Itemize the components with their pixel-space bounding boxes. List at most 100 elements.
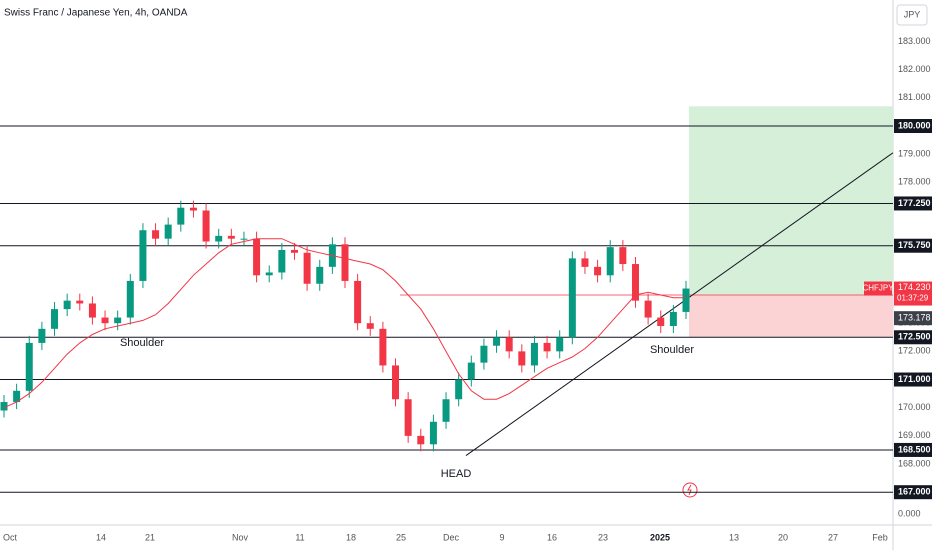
candle-body [505, 337, 513, 352]
candle-body [467, 362, 475, 380]
candle-body [139, 230, 147, 281]
candle-body [417, 435, 425, 445]
y-tick-label: 183.000 [898, 36, 931, 46]
candle-body [556, 337, 564, 352]
level-label-box [894, 119, 932, 134]
candle-body [581, 258, 589, 267]
x-tick-label: 14 [96, 532, 106, 542]
x-tick-label: 25 [396, 532, 406, 542]
candle-body [51, 309, 59, 329]
candle-body [480, 345, 488, 363]
candle-body [606, 247, 614, 276]
y-tick-label: 169.000 [898, 430, 931, 440]
trendline [465, 152, 894, 456]
x-tick-label: 2025 [650, 532, 670, 542]
candle-body [366, 323, 374, 329]
candle-body [657, 317, 665, 327]
level-label: 172.500 [898, 332, 931, 342]
candle-body [429, 421, 437, 445]
y-tick-label: 170.000 [898, 402, 931, 412]
marker-price-label: 173.178 [898, 313, 931, 323]
level-label-box [894, 442, 932, 457]
candle-body [341, 244, 349, 281]
currency-button[interactable] [896, 4, 928, 26]
candle-body [455, 379, 463, 400]
candle-body [88, 303, 96, 318]
candle-body [177, 207, 185, 225]
candle-body [354, 280, 362, 324]
x-tick-label: Feb [872, 532, 888, 542]
target-zone [689, 106, 893, 296]
y-tick-label: 182.000 [898, 64, 931, 74]
candle-body [227, 235, 235, 239]
candle-body [278, 249, 286, 273]
candle-body [114, 317, 122, 324]
x-tick-label: 13 [729, 532, 739, 542]
y-tick-label: 179.000 [898, 149, 931, 159]
candle-body [76, 300, 84, 304]
y-tick-label: 181.000 [898, 92, 931, 102]
candle-body [493, 337, 501, 346]
candle-body [594, 266, 602, 276]
candle-body [164, 224, 172, 239]
level-label: 180.000 [898, 120, 931, 130]
candle-body [530, 342, 538, 366]
x-tick-label: Dec [443, 532, 460, 542]
x-tick-label: 23 [598, 532, 608, 542]
x-tick-label: Nov [232, 532, 249, 542]
level-label: 171.000 [898, 374, 931, 384]
symbol-box [864, 281, 892, 296]
pattern-label: Shoulder [120, 337, 164, 349]
candle-body [13, 390, 21, 403]
volume-scale-label: 0.000 [898, 508, 921, 518]
x-tick-label: 21 [145, 532, 155, 542]
candle-body [543, 342, 551, 352]
candle-body [152, 230, 160, 239]
current-price-box [894, 281, 932, 306]
candle-body [568, 258, 576, 338]
x-tick-label: 11 [295, 532, 304, 542]
y-tick-label: 178.000 [898, 177, 931, 187]
candle-body [631, 264, 639, 301]
stop-zone [689, 295, 893, 338]
candle-body [682, 288, 690, 312]
pattern-label: Shoulder [650, 344, 694, 356]
currency-label[interactable]: JPY [904, 9, 921, 19]
candle-body [379, 328, 387, 366]
y-tick-label: 168.000 [898, 458, 931, 468]
candle-body [404, 399, 412, 436]
candle-body [303, 252, 311, 284]
candle-body [126, 280, 134, 318]
candle-body [518, 351, 526, 366]
candle-body [619, 247, 627, 265]
candle-body [202, 210, 210, 242]
x-tick-label: 18 [346, 532, 356, 542]
x-tick-label: Oct [3, 532, 18, 542]
level-label: 168.500 [898, 444, 931, 454]
x-tick-label: 20 [778, 532, 788, 542]
candle-body [240, 238, 248, 240]
level-label-box [894, 196, 932, 211]
x-tick-label: 27 [828, 532, 838, 542]
y-tick-label: 172.000 [898, 346, 931, 356]
level-label-box [894, 238, 932, 253]
level-label-box [894, 485, 932, 500]
level-label-box [894, 372, 932, 387]
x-tick-label: 9 [499, 532, 504, 542]
level-label-box [894, 330, 932, 345]
candle-body [669, 311, 677, 327]
candle-body [316, 266, 324, 284]
candle-body [38, 328, 46, 343]
candle-body [215, 235, 223, 242]
chart-title: Swiss Franc / Japanese Yen, 4h, OANDA [4, 8, 188, 19]
candle-body [25, 342, 33, 391]
current-price-label: 174.230 [898, 282, 931, 292]
candle-body [644, 300, 652, 318]
candle-body [63, 300, 71, 310]
candle-body [392, 365, 400, 400]
level-label: 167.000 [898, 487, 931, 497]
countdown-label: 01:37:29 [897, 294, 929, 303]
symbol-label: CHFJPY [862, 284, 894, 293]
moving-average [3, 238, 686, 409]
